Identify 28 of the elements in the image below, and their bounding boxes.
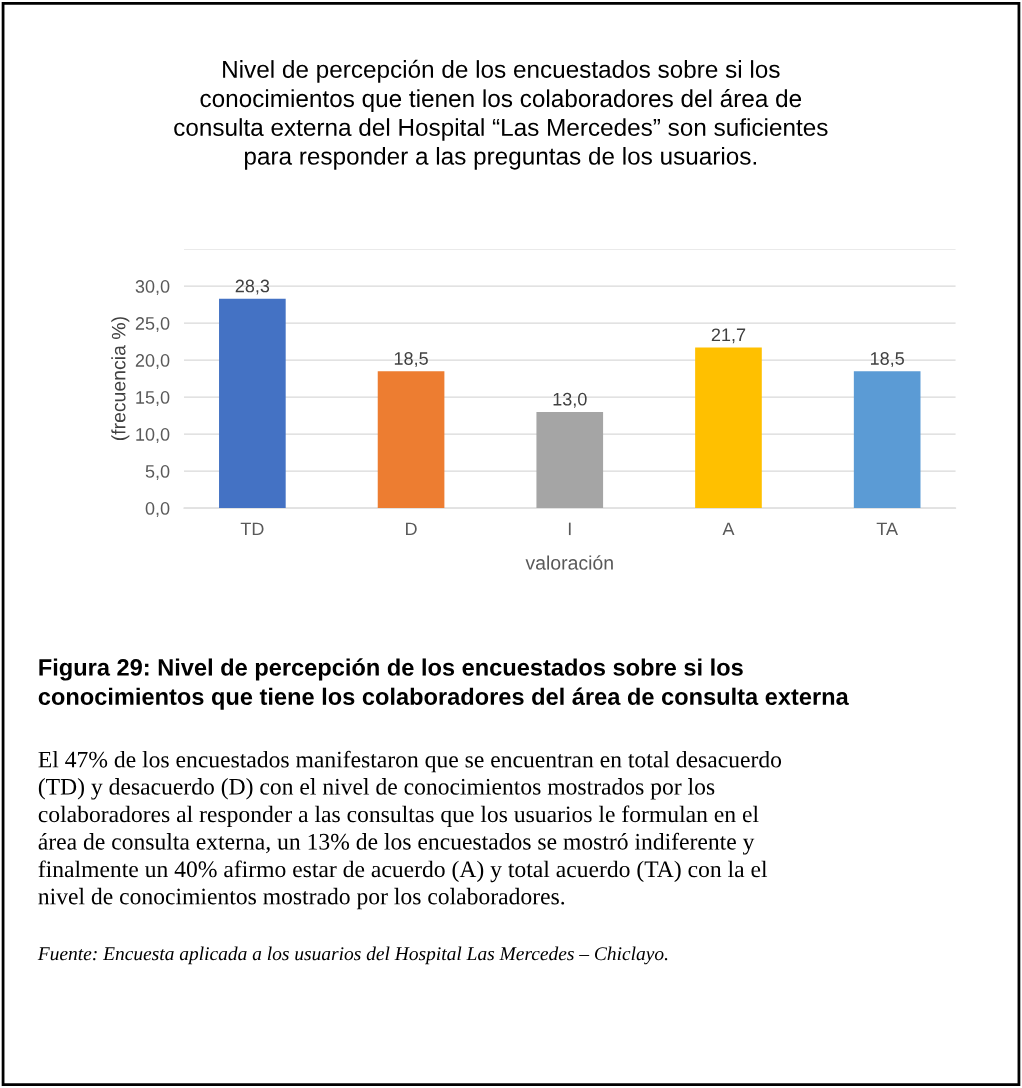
bar (377, 371, 445, 509)
x-tick-label: D (406, 522, 417, 536)
y-tick-label: 0,0 (145, 502, 170, 517)
x-tick-label: TD (240, 522, 264, 536)
bar (853, 371, 921, 509)
y-tick-label: 15,0 (136, 391, 170, 406)
y-tick-label: 5,0 (145, 465, 170, 480)
bar (219, 298, 286, 509)
source-note: Fuente: Encuesta aplicada a los usuarios del Hospital Las Mercedes – Chiclayo. (37, 946, 668, 965)
text: Figura 29: Nivel de percepción de los encuestados sobre si los conocimientos que tiene los colaboradores del área de consulta externa (38, 658, 849, 710)
y-tick-label: 20,0 (135, 354, 170, 369)
chart-title: Nivel de percepción de los encuestados sobre si los conocimientos que tienen los colaboradores del área de consulta externa del Hospital “Las Mercedes” son suficientes para responder a las preguntas de los usuarios. (174, 59, 828, 170)
text: El 47% de los encuestados manifestaron que se encuentran en total desacuerdo (TD) y desacuerdo (D) con el nivel de conocimientos mostrados por los colaboradores al responder a las consultas que los usuarios le formulan en el área de consulta externa, un 13% de los encuestados se mostró indiferente y finalmente un 40% afirmo estar de acuerdo (A) y total acuerdo (TA) con la el nivel de conocimientos mostrado por los colaboradores. (38, 750, 782, 910)
x-axis-title: valoración (525, 555, 613, 570)
x-tick-label: A (722, 522, 735, 536)
data-label: 21,7 (711, 328, 746, 344)
bar (695, 347, 762, 509)
y-tick-label: 10,0 (136, 428, 170, 443)
data-label: 18,5 (870, 352, 904, 368)
data-label: 18,5 (394, 352, 428, 368)
bar (536, 411, 604, 509)
data-label: 28,3 (235, 279, 270, 295)
y-axis-title: (frecuencia %) (111, 317, 130, 441)
x-tick-label: TA (876, 522, 898, 536)
data-label: 13,0 (553, 392, 587, 408)
x-tick-label: I (568, 522, 571, 536)
y-tick-label: 30,0 (135, 280, 170, 295)
y-tick-label: 25,0 (135, 317, 170, 332)
